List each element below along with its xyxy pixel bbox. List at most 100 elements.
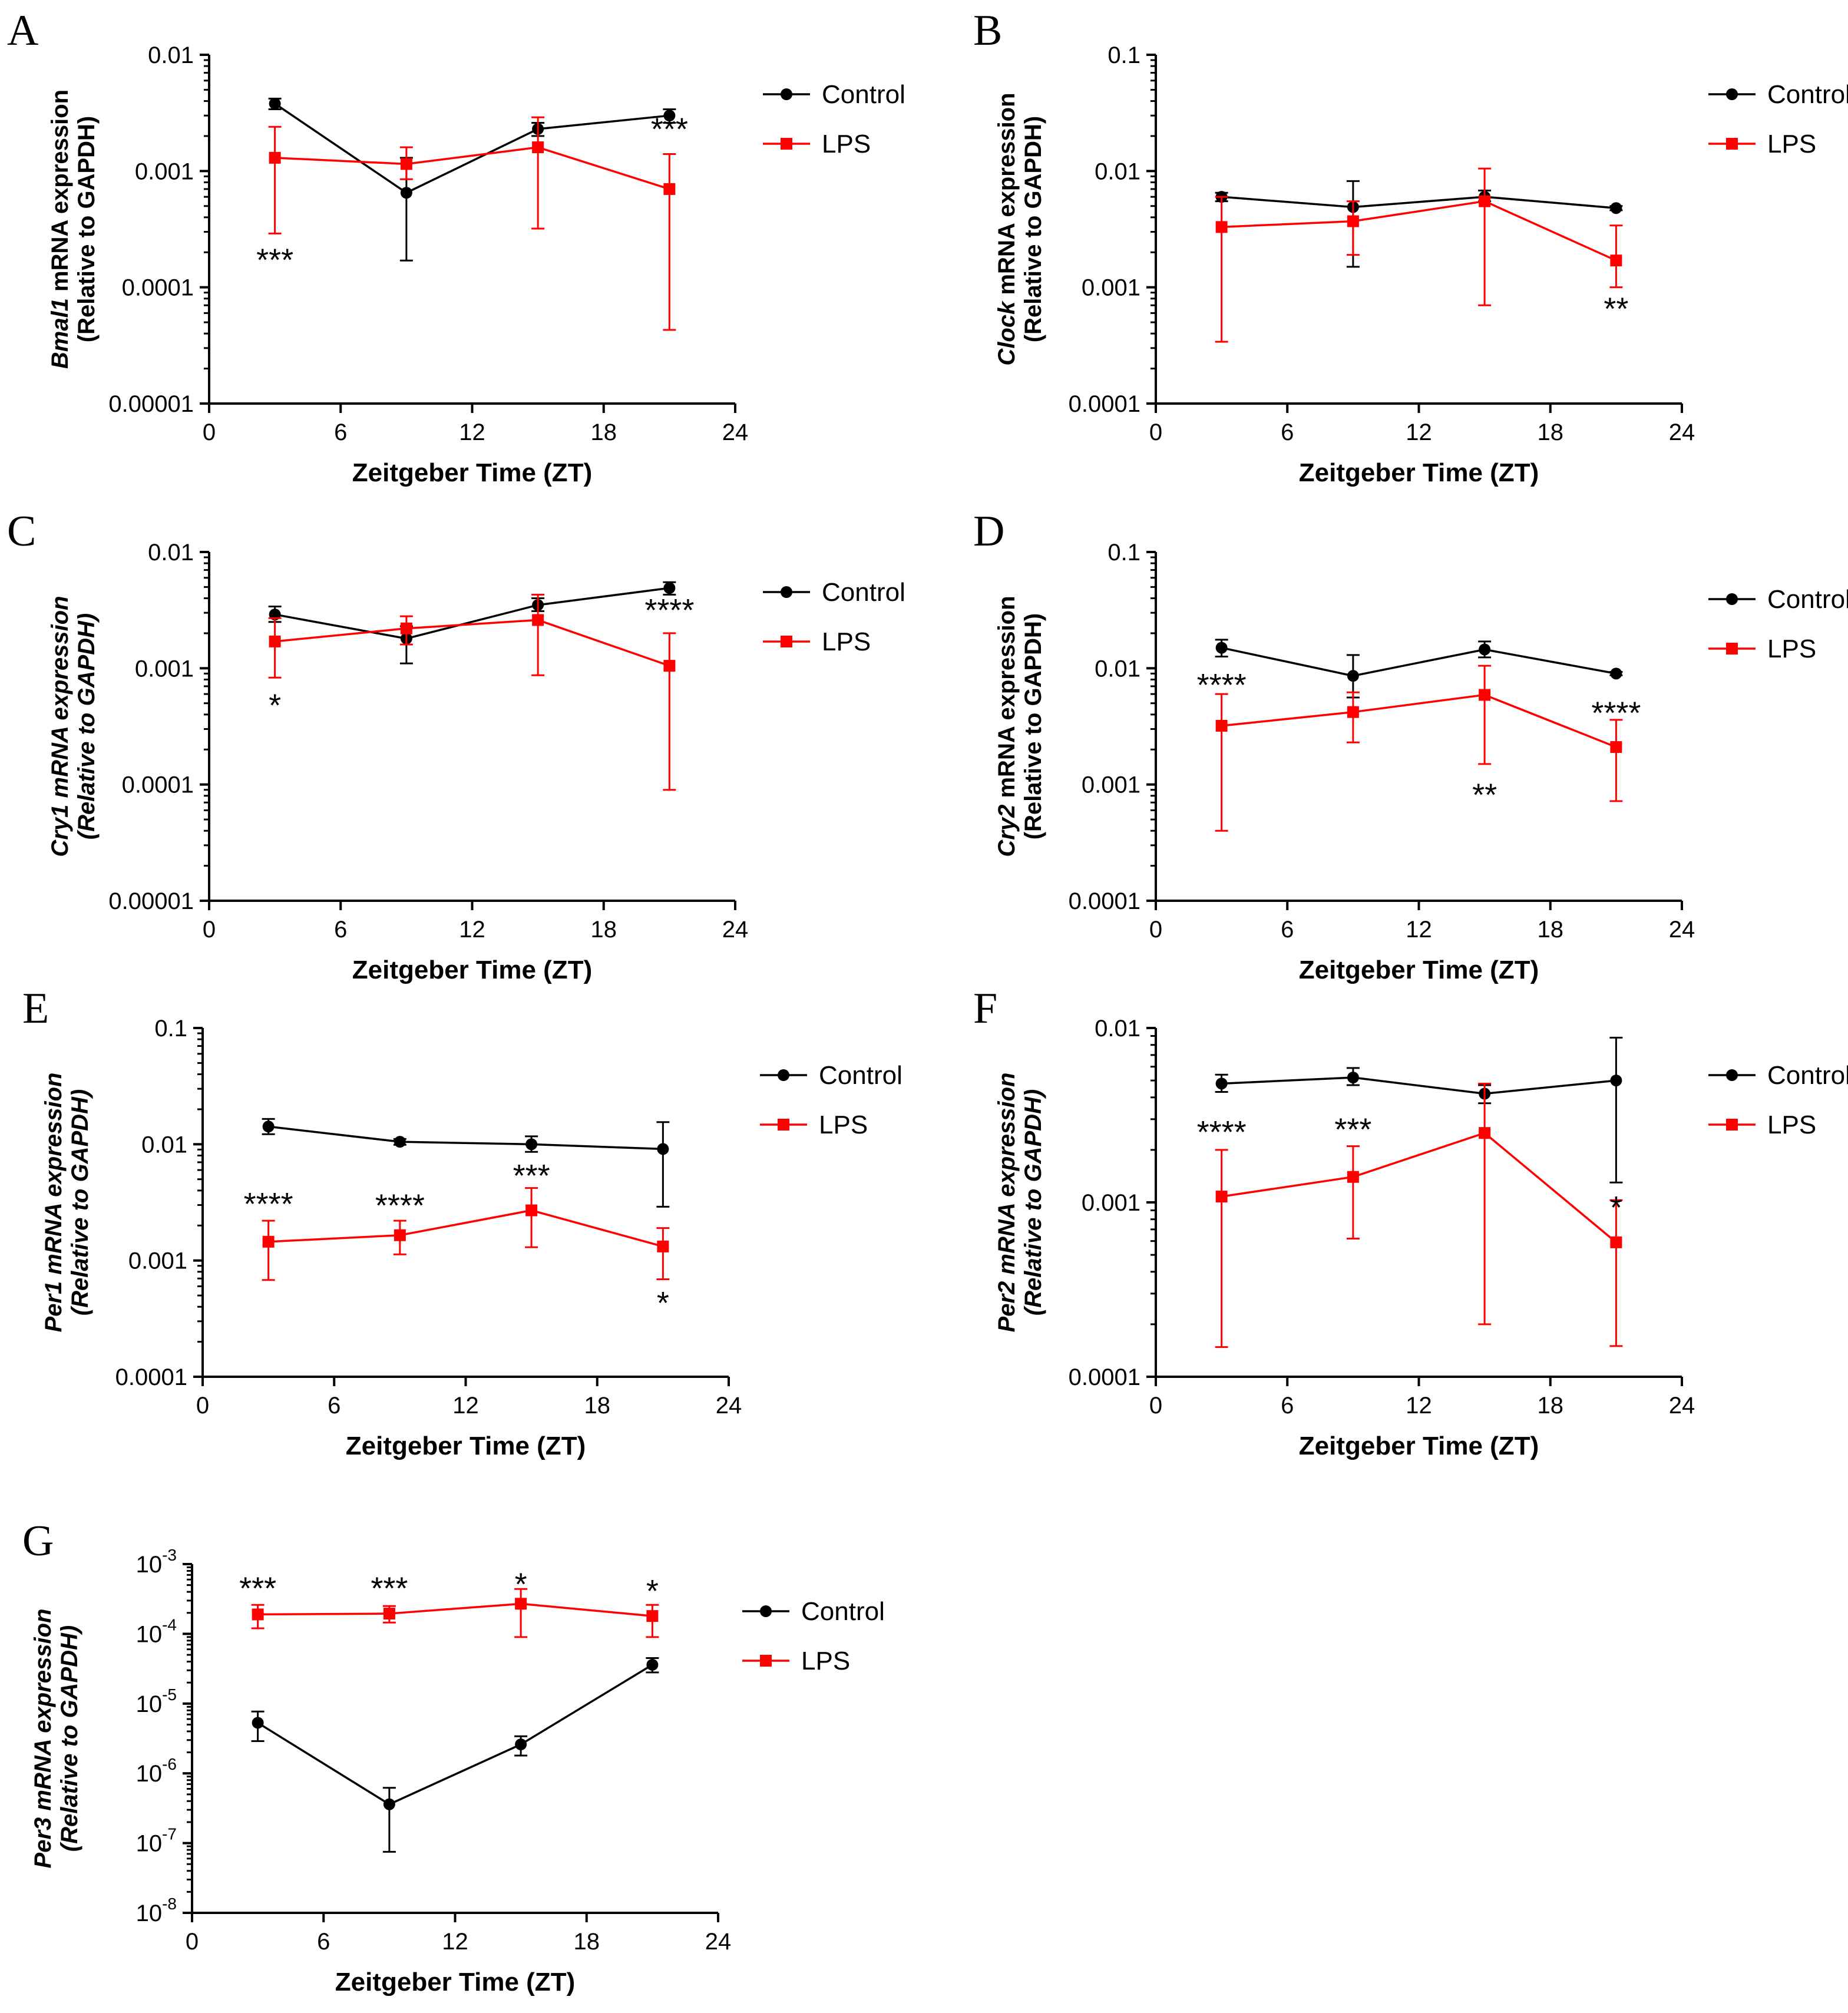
- data-point: [1347, 706, 1359, 718]
- y-tick-label: 10-4: [136, 1615, 177, 1647]
- data-point: [1479, 1127, 1491, 1139]
- y-tick-exponent: -6: [162, 1755, 177, 1773]
- y-tick-exponent: -4: [162, 1615, 177, 1634]
- data-point: [663, 582, 676, 594]
- legend-label: Control: [822, 578, 905, 607]
- y-axis-title: Per3 mRNA expression: [30, 1609, 56, 1869]
- data-point: [1610, 254, 1622, 267]
- y-tick-label: 0.0001: [115, 1364, 187, 1390]
- data-point: [1347, 215, 1359, 227]
- data-point: [1215, 642, 1228, 654]
- data-point: [1610, 1236, 1622, 1248]
- data-point: [1610, 741, 1622, 753]
- chart-panel-g: G 10-310-410-510-610-710-80 6 12 18 24Zeitgeb…: [22, 1517, 885, 1997]
- legend-label: LPS: [1767, 634, 1816, 663]
- significance-marker: ***: [513, 1158, 550, 1194]
- y-axis-subtitle: (Relative to GAPDH): [74, 613, 100, 840]
- legend-label: LPS: [1767, 1110, 1816, 1139]
- data-point: [1215, 1191, 1228, 1203]
- y-tick-label: 0.00001: [108, 391, 194, 417]
- data-point: [663, 183, 676, 195]
- significance-marker: ****: [1591, 696, 1641, 731]
- x-axis-title: Zeitgeber Time (ZT): [346, 1432, 586, 1460]
- y-tick-label: 10-3: [136, 1546, 177, 1578]
- series-line: [275, 587, 670, 640]
- data-point: [1610, 202, 1622, 214]
- data-point: [394, 1229, 406, 1241]
- x-tick-label: 18: [591, 419, 617, 445]
- significance-marker: ***: [256, 242, 293, 277]
- significance-marker: ***: [371, 1571, 408, 1607]
- gene-name: Per2: [994, 1281, 1020, 1333]
- x-tick-label: 24: [1669, 917, 1695, 943]
- series-control: [268, 581, 676, 665]
- data-point: [252, 1717, 264, 1729]
- data-point: [646, 1610, 659, 1622]
- y-tick-label: 10-6: [136, 1755, 177, 1787]
- y-axis-title-rest: mRNA expression: [47, 90, 73, 298]
- chart-panel-f: F 0.01 0.001 0.0001 0 6 12 18 24 Zeitgeber Time (…: [973, 984, 1848, 1460]
- y-axis-title: Cry1 mRNA expression: [47, 596, 73, 857]
- chart-panel-e: E 0.1 0.01 0.001 0.0001 0 6 12 18 24 Zeitgeber Tim…: [22, 984, 902, 1460]
- chart-panel-d: D 0.1 0.01 0.001 0.0001 0 6 12 18 24 Zeitgeber Tim…: [973, 507, 1848, 984]
- y-tick-base: 10: [136, 1831, 163, 1857]
- legend: Control LPS: [1708, 80, 1848, 158]
- significance-marker: *: [515, 1567, 527, 1602]
- series-lps: [268, 116, 676, 331]
- y-tick-label: 0.001: [1082, 275, 1140, 301]
- data-point: [262, 1120, 275, 1133]
- data-point: [394, 1136, 406, 1148]
- y-tick-label: 0.0001: [1069, 1364, 1140, 1390]
- series-control: [251, 1657, 659, 1853]
- legend: Control LPS: [763, 80, 905, 158]
- data-point: [1610, 1075, 1622, 1087]
- x-axis-title: Zeitgeber Time (ZT): [1299, 458, 1539, 487]
- x-tick-label: 24: [722, 917, 749, 943]
- y-tick-label: 0.01: [141, 1132, 187, 1158]
- series-line: [1221, 1132, 1617, 1244]
- y-tick-label: 10-5: [136, 1685, 177, 1717]
- y-axis-title: Per2 mRNA expression: [994, 1073, 1020, 1333]
- x-tick-label: 12: [459, 917, 485, 943]
- y-axis-title: Per1 mRNA expression: [41, 1073, 67, 1333]
- legend-marker: [781, 636, 792, 647]
- y-axis-title-rest: mRNA expression: [30, 1609, 56, 1817]
- data-point: [1479, 689, 1491, 701]
- x-tick-label: 6: [1281, 1393, 1294, 1419]
- legend-label: LPS: [822, 627, 871, 656]
- data-point: [515, 1738, 527, 1751]
- chart-panel-a: A 0.01 0.001 0.0001 0.00001 0 6 12 18 24 Zeitgeber…: [7, 6, 905, 487]
- data-point: [400, 158, 412, 170]
- x-axis-title: Zeitgeber Time (ZT): [1299, 1432, 1539, 1460]
- x-tick-label: 12: [442, 1929, 468, 1955]
- data-point: [663, 110, 676, 122]
- series-line: [1221, 200, 1617, 262]
- x-tick-label: 0: [196, 1393, 209, 1419]
- significance-marker: *: [646, 1574, 659, 1609]
- x-tick-label: 0: [203, 419, 216, 445]
- legend: Control LPS: [760, 1061, 902, 1139]
- significance-marker: *: [269, 688, 281, 723]
- y-axis-title: Clock mRNA expression: [994, 92, 1020, 365]
- series-control: [1215, 639, 1623, 699]
- x-tick-label: 18: [1538, 1393, 1564, 1419]
- x-tick-label: 24: [1669, 1393, 1695, 1419]
- gene-name: Cry2: [994, 805, 1020, 857]
- x-tick-label: 6: [334, 917, 347, 943]
- series-line: [1221, 1076, 1616, 1095]
- x-tick-label: 24: [705, 1929, 732, 1955]
- x-tick-label: 0: [186, 1929, 199, 1955]
- legend-marker: [781, 88, 792, 100]
- x-tick-label: 18: [591, 917, 617, 943]
- y-axis-subtitle: (Relative to GAPDH): [1020, 613, 1046, 840]
- legend-marker: [778, 1119, 789, 1131]
- data-point: [383, 1798, 395, 1810]
- x-tick-label: 6: [317, 1929, 330, 1955]
- data-point: [1347, 1072, 1359, 1084]
- x-axis-title: Zeitgeber Time (ZT): [352, 956, 592, 984]
- data-point: [1479, 195, 1491, 207]
- panel-label: A: [7, 6, 38, 55]
- y-tick-label: 0.01: [1095, 1016, 1140, 1042]
- data-point: [400, 622, 412, 634]
